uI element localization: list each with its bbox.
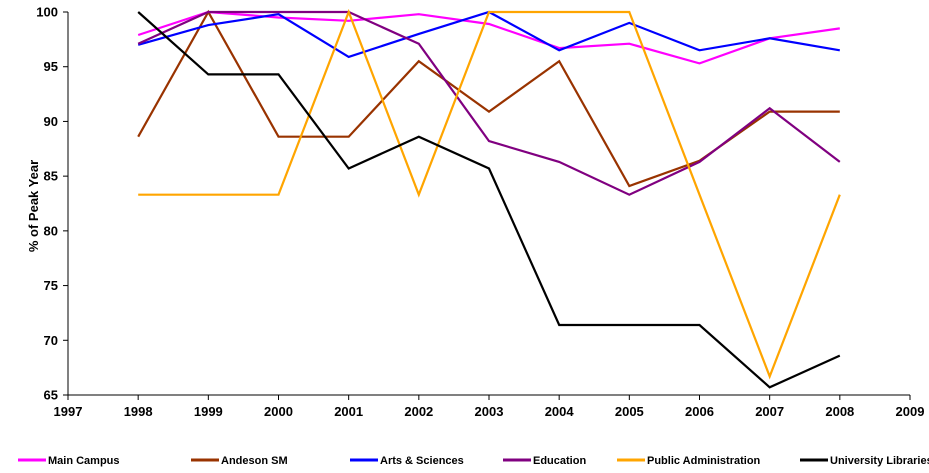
legend-item-university-libraries: University Libraries <box>800 455 929 467</box>
series-line-andeson-sm <box>137 9 840 188</box>
x-tick-label: 2001 <box>334 404 363 419</box>
series-line-main-campus <box>137 10 840 65</box>
x-tick-label: 1998 <box>124 404 153 419</box>
x-tick-label: 2006 <box>685 404 714 419</box>
x-tick-label: 1999 <box>194 404 223 419</box>
y-tick-label: 80 <box>44 223 58 238</box>
y-axis-title: % of Peak Year <box>26 160 41 252</box>
legend-item-arts-sciences: Arts & Sciences <box>350 455 464 467</box>
x-tick-label: 1997 <box>54 404 83 419</box>
y-tick-label: 85 <box>44 169 58 184</box>
ticks-layer: 65 70 75 80 85 90 95 100 1997 1998 1999 2000 2001 200… <box>36 5 924 420</box>
legend-label: Arts & Sciences <box>380 455 464 467</box>
y-tick-label: 65 <box>44 388 58 403</box>
x-tick-label: 2004 <box>545 404 575 419</box>
x-tick-label: 2009 <box>896 404 925 419</box>
y-tick-label: 90 <box>44 114 58 129</box>
x-tick-label: 2000 <box>264 404 293 419</box>
y-tick-label: 95 <box>44 59 58 74</box>
x-tick-label: 2003 <box>475 404 504 419</box>
legend-label: Andeson SM <box>221 455 288 467</box>
y-tick-label: 75 <box>44 278 58 293</box>
x-tick-label: 2002 <box>404 404 433 419</box>
y-tick-label: 100 <box>36 5 58 20</box>
x-tick-label: 2007 <box>755 404 784 419</box>
legend-item-andeson-sm: Andeson SM <box>191 455 288 467</box>
y-tick-label: 70 <box>44 333 58 348</box>
legend-item-public-administration: Public Administration <box>617 455 761 467</box>
legend-label: University Libraries <box>830 455 929 467</box>
x-tick-label: 2008 <box>825 404 854 419</box>
x-tick-label: 2005 <box>615 404 644 419</box>
series-line-public-administration <box>138 8 841 380</box>
legend: Main Campus Andeson SM Arts & Sciences Educ… <box>18 455 929 467</box>
legend-label: Main Campus <box>48 455 120 467</box>
legend-item-education: Education <box>503 455 586 467</box>
legend-label: Public Administration <box>647 455 761 467</box>
legend-item-main-campus: Main Campus <box>18 455 120 467</box>
series-line-university-libraries <box>137 11 841 389</box>
series-layer <box>137 8 841 389</box>
legend-label: Education <box>533 455 586 467</box>
series-line-education <box>137 10 841 196</box>
